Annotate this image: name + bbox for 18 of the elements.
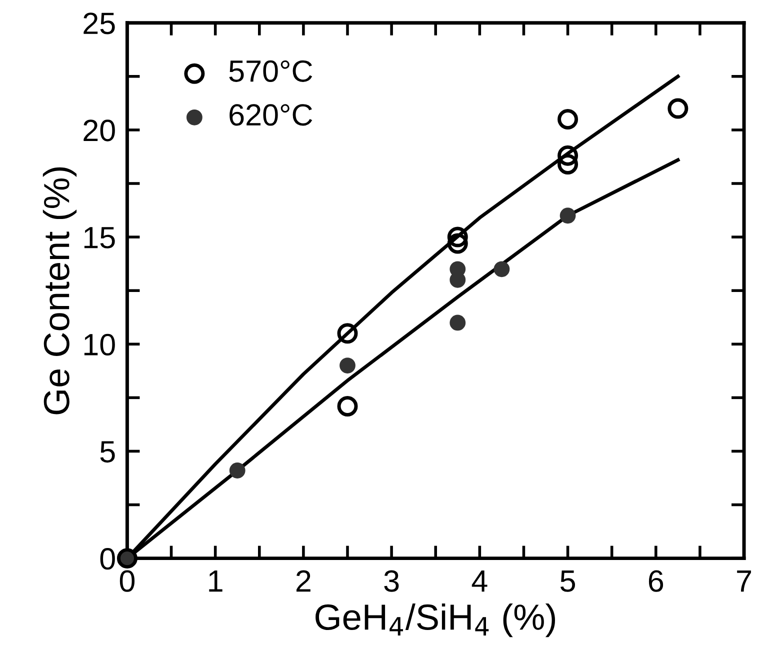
y-tick-label: 5 [100, 441, 115, 463]
x-tick-label: 3 [384, 570, 399, 592]
x-tick-label: 7 [737, 570, 751, 592]
legend-label: 620°C [230, 104, 312, 126]
legend-label: 570°C [229, 60, 312, 82]
y-tick-label: 15 [84, 227, 115, 248]
x-tick-label: 6 [648, 570, 664, 592]
y-axis-title: Ge Content (%) [42, 167, 77, 414]
x-tick-label: 1 [209, 570, 222, 592]
x-tick-label: 2 [296, 570, 310, 592]
x-tick-label: 4 [472, 570, 488, 592]
x-tick-label: 5 [560, 570, 576, 592]
x-axis-title: GeH$_{4}$/SiH$_{4}$ (%) [316, 603, 555, 638]
y-tick-label: 10 [84, 334, 115, 356]
y-tick-label: 25 [84, 12, 115, 34]
y-tick-label: 0 [100, 548, 115, 570]
x-tick-label: 0 [120, 570, 135, 592]
y-tick-label: 20 [84, 120, 115, 142]
